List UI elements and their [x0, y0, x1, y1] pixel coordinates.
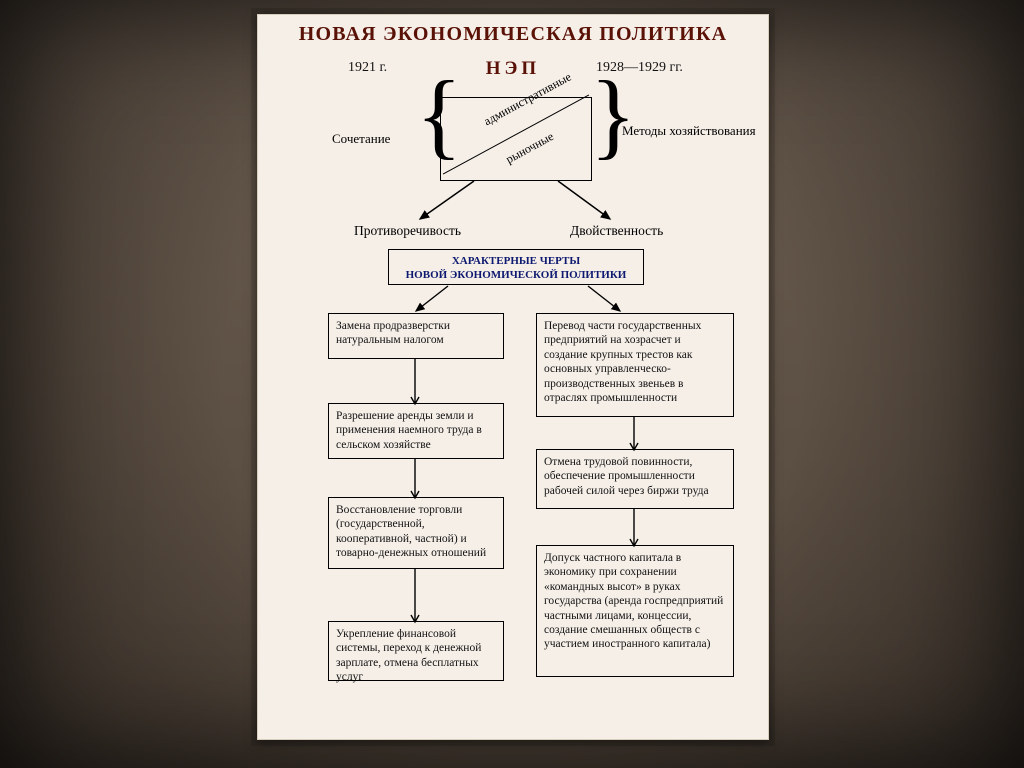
trait-left-2: Разрешение аренды земли и применения нае…	[328, 403, 504, 459]
trait-left-1: Замена продразверстки натуральным налого…	[328, 313, 504, 359]
slide-background: НОВАЯ ЭКОНОМИЧЕСКАЯ ПОЛИТИКА НЭП 1921 г.…	[0, 0, 1024, 768]
label-contradiction: Противоречивость	[354, 223, 461, 239]
characteristics-header: ХАРАКТЕРНЫЕ ЧЕРТЫ НОВОЙ ЭКОНОМИЧЕСКОЙ ПО…	[388, 249, 644, 285]
trait-right-1: Перевод части государственных предприяти…	[536, 313, 734, 417]
label-duality: Двойственность	[570, 223, 663, 239]
char-title-line1: ХАРАКТЕРНЫЕ ЧЕРТЫ	[389, 254, 643, 268]
char-title-line2: НОВОЙ ЭКОНОМИЧЕСКОЙ ПОЛИТИКИ	[389, 268, 643, 282]
trait-left-3: Восстановление торговли (государственной…	[328, 497, 504, 569]
trait-right-2: Отмена трудовой повинности, обеспечение …	[536, 449, 734, 509]
trait-right-3: Допуск частного капитала в экономику при…	[536, 545, 734, 677]
trait-left-4: Укрепление финансовой системы, переход к…	[328, 621, 504, 681]
paper-sheet: НОВАЯ ЭКОНОМИЧЕСКАЯ ПОЛИТИКА НЭП 1921 г.…	[257, 14, 769, 740]
